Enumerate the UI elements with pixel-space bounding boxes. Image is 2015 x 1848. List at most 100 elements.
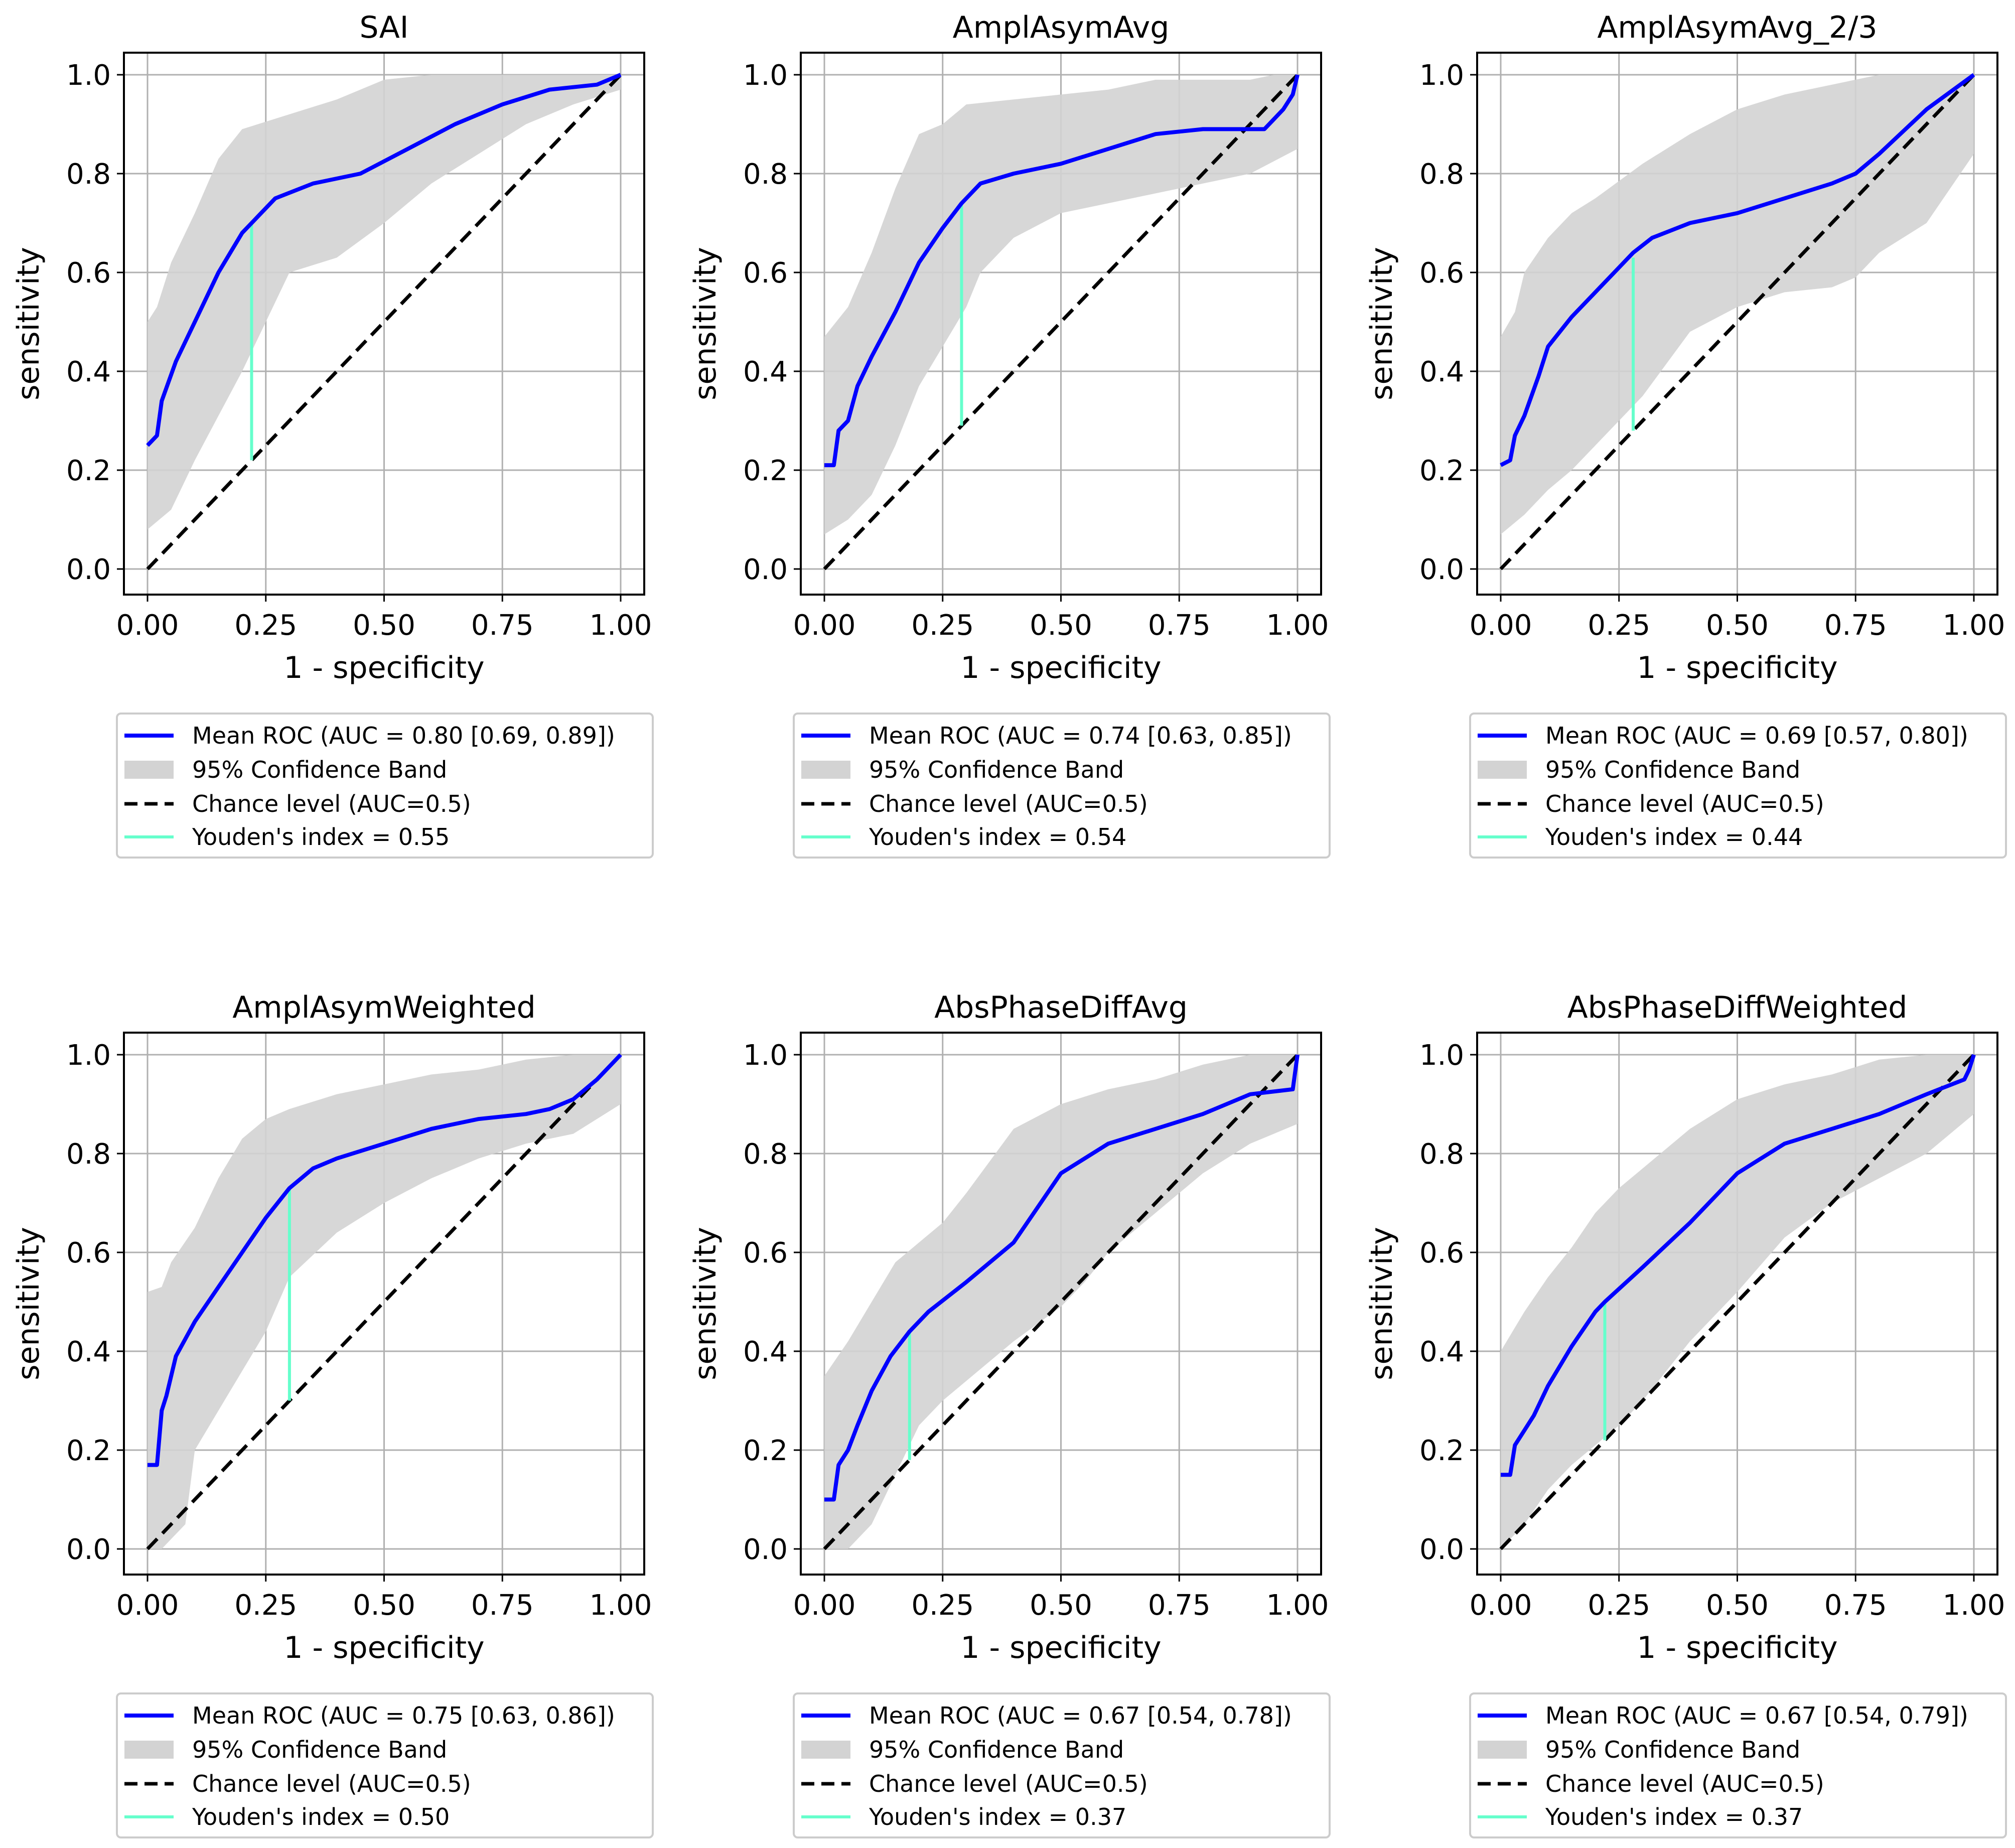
legend-box bbox=[793, 713, 1331, 859]
legend: Mean ROC (AUC = 0.69 [0.57, 0.80]) 95% Co… bbox=[1469, 713, 2007, 859]
x-tick-label: 0.25 bbox=[911, 609, 974, 642]
chart-title: AbsPhaseDiffWeighted bbox=[1567, 990, 1908, 1025]
legend-label-chance: Chance level (AUC=0.5) bbox=[192, 1770, 471, 1797]
y-tick-label: 0.4 bbox=[66, 356, 111, 388]
legend-label-roc: Mean ROC (AUC = 0.80 [0.69, 0.89]) bbox=[192, 722, 615, 749]
chance-line bbox=[146, 1053, 622, 1550]
legend-handle-band bbox=[801, 761, 850, 779]
y-axis-label: sensitivity bbox=[688, 247, 723, 400]
y-axis-label: sensitivity bbox=[688, 1227, 723, 1380]
y-tick-label: 0.6 bbox=[743, 257, 788, 290]
legend-label-youden: Youden's index = 0.37 bbox=[1545, 1803, 1803, 1830]
mean-roc-line bbox=[824, 74, 1300, 468]
legend: Mean ROC (AUC = 0.75 [0.63, 0.86]) 95% Co… bbox=[116, 1692, 654, 1838]
chart-title: AmplAsymAvg_2/3 bbox=[1597, 10, 1877, 45]
y-tick-label: 0.4 bbox=[1419, 356, 1464, 388]
legend-label-band: 95% Confidence Band bbox=[869, 756, 1124, 783]
chart-title: SAI bbox=[360, 10, 409, 45]
x-tick-label: 0.00 bbox=[116, 609, 179, 642]
roc-panel: 0.00 0.25 0.50 0.75 1.00 0.0 0.2 0.4 0.6 0.8 1.0 Am… bbox=[1364, 10, 2007, 859]
x-tick-label: 0.75 bbox=[1824, 1589, 1887, 1622]
roc-panel: 0.00 0.25 0.50 0.75 1.00 0.0 0.2 0.4 0.6 0.8 1.0 Am… bbox=[11, 990, 654, 1838]
chance-line bbox=[823, 1053, 1299, 1550]
x-tick-label: 1.00 bbox=[1266, 1589, 1329, 1622]
x-tick-label: 0.00 bbox=[1470, 609, 1532, 642]
y-tick-label: 0.6 bbox=[1419, 1237, 1464, 1269]
legend-label-chance: Chance level (AUC=0.5) bbox=[869, 790, 1148, 817]
y-tick-label: 0.8 bbox=[1419, 158, 1464, 191]
y-tick-label: 0.6 bbox=[743, 1237, 788, 1269]
legend: Mean ROC (AUC = 0.74 [0.63, 0.85]) 95% Co… bbox=[793, 713, 1331, 859]
legend-handle-band bbox=[801, 1741, 850, 1759]
y-tick-label: 0.0 bbox=[1419, 1533, 1464, 1566]
x-tick-label: 1.00 bbox=[590, 1589, 652, 1622]
legend-box bbox=[1469, 1692, 2007, 1838]
legend-box bbox=[116, 1692, 654, 1838]
x-tick-label: 0.50 bbox=[353, 1589, 415, 1622]
mean-roc-line bbox=[146, 73, 622, 447]
legend-label-chance: Chance level (AUC=0.5) bbox=[1545, 1770, 1824, 1797]
y-tick-label: 0.6 bbox=[66, 1237, 111, 1269]
legend-handle-band bbox=[124, 1741, 174, 1759]
y-tick-label: 0.4 bbox=[743, 1336, 788, 1368]
y-axis-label: sensitivity bbox=[1364, 1227, 1399, 1380]
y-tick-label: 0.6 bbox=[1419, 257, 1464, 290]
x-tick-label: 1.00 bbox=[1943, 609, 2005, 642]
legend-label-chance: Chance level (AUC=0.5) bbox=[869, 1770, 1148, 1797]
legend-label-band: 95% Confidence Band bbox=[192, 756, 447, 783]
confidence-band bbox=[824, 1055, 1298, 1549]
y-tick-label: 0.0 bbox=[743, 553, 788, 586]
x-tick-label: 0.25 bbox=[234, 1589, 297, 1622]
chance-line bbox=[1499, 73, 1975, 571]
legend-label-youden: Youden's index = 0.55 bbox=[192, 823, 450, 850]
x-tick-label: 0.50 bbox=[1030, 609, 1092, 642]
x-tick-label: 1.00 bbox=[590, 609, 652, 642]
legend-label-roc: Mean ROC (AUC = 0.75 [0.63, 0.86]) bbox=[192, 1702, 615, 1729]
confidence-band bbox=[148, 75, 621, 530]
y-tick-label: 1.0 bbox=[66, 59, 111, 92]
roc-panel: 0.00 0.25 0.50 0.75 1.00 0.0 0.2 0.4 0.6 0.8 1.0 Am… bbox=[688, 10, 1331, 859]
x-tick-label: 0.00 bbox=[793, 1589, 856, 1622]
y-tick-label: 0.8 bbox=[743, 158, 788, 191]
legend-label-band: 95% Confidence Band bbox=[869, 1736, 1124, 1763]
x-tick-label: 0.00 bbox=[1470, 1589, 1532, 1622]
x-tick-label: 0.00 bbox=[116, 1589, 179, 1622]
x-tick-label: 0.25 bbox=[234, 609, 297, 642]
y-tick-label: 0.4 bbox=[743, 356, 788, 388]
legend-label-roc: Mean ROC (AUC = 0.67 [0.54, 0.79]) bbox=[1545, 1702, 1968, 1729]
y-axis-label: sensitivity bbox=[11, 247, 46, 400]
y-tick-label: 1.0 bbox=[1419, 1039, 1464, 1072]
legend-label-youden: Youden's index = 0.44 bbox=[1545, 823, 1803, 850]
mean-roc-line bbox=[1500, 73, 1975, 467]
plot-layer bbox=[146, 1053, 622, 1550]
x-tick-label: 1.00 bbox=[1266, 609, 1329, 642]
legend-box bbox=[793, 1692, 1331, 1838]
y-tick-label: 0.2 bbox=[66, 1435, 111, 1467]
legend-handle-band bbox=[124, 761, 174, 779]
roc-panel: 0.00 0.25 0.50 0.75 1.00 0.0 0.2 0.4 0.6 0.8 1.0 Ab… bbox=[688, 990, 1331, 1838]
y-tick-label: 1.0 bbox=[743, 1039, 788, 1072]
y-tick-label: 0.0 bbox=[66, 553, 111, 586]
legend: Mean ROC (AUC = 0.67 [0.54, 0.78]) 95% Co… bbox=[793, 1692, 1331, 1838]
legend-label-chance: Chance level (AUC=0.5) bbox=[1545, 790, 1824, 817]
x-axis-label: 1 - specificity bbox=[283, 650, 484, 685]
legend-label-youden: Youden's index = 0.37 bbox=[869, 1803, 1126, 1830]
y-tick-label: 0.8 bbox=[743, 1138, 788, 1171]
x-tick-label: 0.75 bbox=[1148, 1589, 1211, 1622]
chance-line bbox=[1499, 1053, 1975, 1550]
y-tick-label: 0.6 bbox=[66, 257, 111, 290]
y-tick-label: 0.8 bbox=[66, 158, 111, 191]
x-axis-label: 1 - specificity bbox=[1637, 650, 1837, 685]
y-tick-label: 0.4 bbox=[1419, 1336, 1464, 1368]
x-axis-label: 1 - specificity bbox=[283, 1630, 484, 1665]
legend-handle-band bbox=[1478, 761, 1527, 779]
x-tick-label: 0.50 bbox=[1706, 1589, 1769, 1622]
x-tick-label: 0.50 bbox=[1030, 1589, 1092, 1622]
x-tick-label: 1.00 bbox=[1943, 1589, 2005, 1622]
x-tick-label: 0.25 bbox=[1588, 1589, 1650, 1622]
mean-roc-line bbox=[824, 1054, 1300, 1502]
plot-layer bbox=[1499, 73, 1975, 571]
confidence-band bbox=[1501, 75, 1974, 534]
y-tick-label: 0.2 bbox=[743, 455, 788, 487]
